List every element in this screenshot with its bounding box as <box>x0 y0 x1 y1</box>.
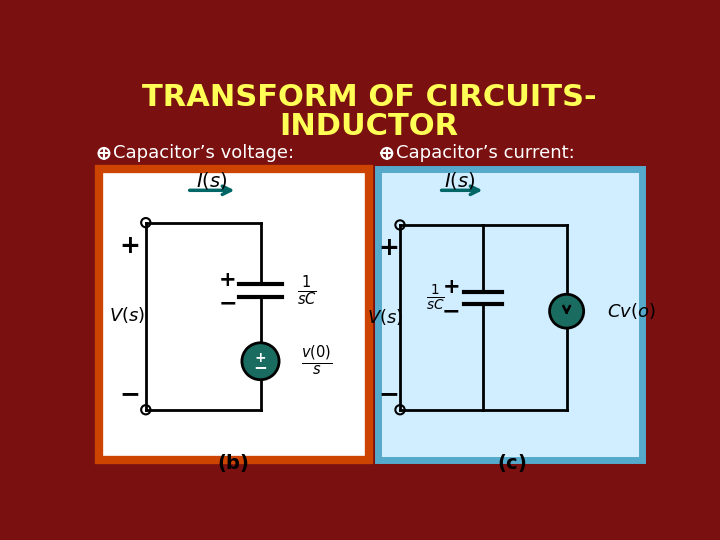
Text: $\frac{1}{sC}$: $\frac{1}{sC}$ <box>426 283 445 313</box>
Text: −: − <box>253 359 267 376</box>
Text: −: − <box>379 382 400 407</box>
Text: $I(s)$: $I(s)$ <box>196 170 228 191</box>
Text: Capacitor’s current:: Capacitor’s current: <box>396 144 575 163</box>
FancyBboxPatch shape <box>378 168 642 460</box>
Text: +: + <box>379 236 400 260</box>
Text: $Cv(o)$: $Cv(o)$ <box>607 301 656 321</box>
Text: $I(s)$: $I(s)$ <box>444 170 475 191</box>
Text: −: − <box>219 294 238 314</box>
Text: +: + <box>442 278 460 298</box>
Text: −: − <box>120 382 141 407</box>
Text: INDUCTOR: INDUCTOR <box>279 112 459 141</box>
FancyBboxPatch shape <box>99 168 369 460</box>
Text: $\frac{1}{sC}$: $\frac{1}{sC}$ <box>297 273 317 308</box>
Text: +: + <box>120 234 140 258</box>
Text: $V(s)$: $V(s)$ <box>367 307 403 327</box>
Text: +: + <box>255 351 266 365</box>
Text: $V(s)$: $V(s)$ <box>109 305 145 325</box>
Text: −: − <box>442 301 461 321</box>
Text: TRANSFORM OF CIRCUITS-: TRANSFORM OF CIRCUITS- <box>142 83 596 112</box>
Text: $\mathbf{(c)}$: $\mathbf{(c)}$ <box>497 452 526 474</box>
Circle shape <box>242 343 279 380</box>
Text: $\mathbf{(b)}$: $\mathbf{(b)}$ <box>217 452 249 474</box>
Text: $\frac{v(0)}{s}$: $\frac{v(0)}{s}$ <box>301 343 332 376</box>
Circle shape <box>549 294 584 328</box>
Text: +: + <box>219 271 237 291</box>
Text: Capacitor’s voltage:: Capacitor’s voltage: <box>113 144 294 163</box>
